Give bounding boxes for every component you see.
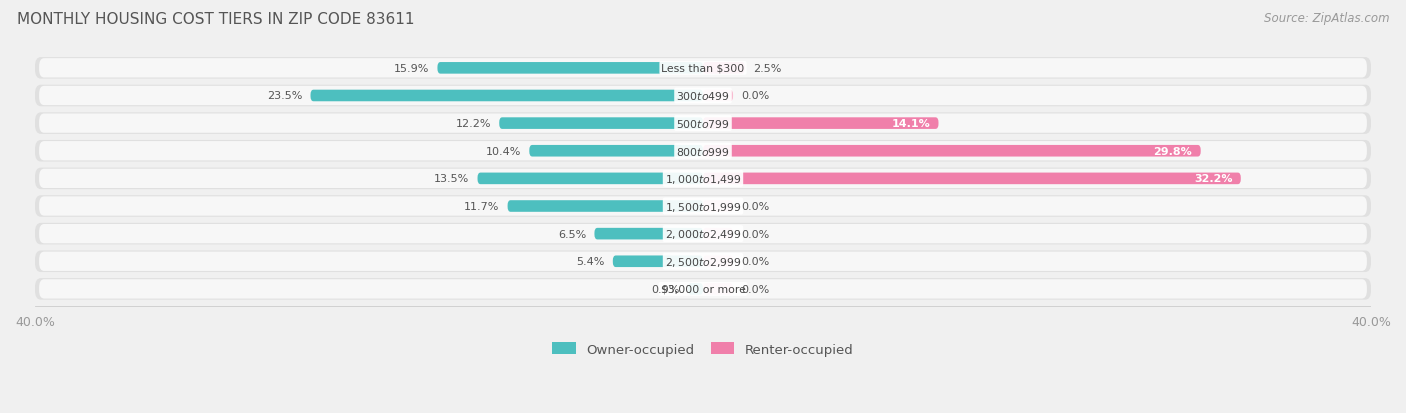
Text: 14.1%: 14.1% [891, 119, 931, 129]
FancyBboxPatch shape [499, 118, 703, 130]
Text: $1,500 to $1,999: $1,500 to $1,999 [665, 200, 741, 213]
Text: MONTHLY HOUSING COST TIERS IN ZIP CODE 83611: MONTHLY HOUSING COST TIERS IN ZIP CODE 8… [17, 12, 415, 27]
Text: 0.0%: 0.0% [741, 229, 769, 239]
FancyBboxPatch shape [613, 256, 703, 268]
Text: $2,500 to $2,999: $2,500 to $2,999 [665, 255, 741, 268]
Text: $2,000 to $2,499: $2,000 to $2,499 [665, 228, 741, 240]
Text: 10.4%: 10.4% [485, 146, 522, 157]
Text: 15.9%: 15.9% [394, 64, 429, 74]
Text: 0.0%: 0.0% [741, 202, 769, 211]
Text: $800 to $999: $800 to $999 [676, 145, 730, 157]
FancyBboxPatch shape [35, 85, 1371, 107]
FancyBboxPatch shape [39, 252, 1367, 271]
FancyBboxPatch shape [39, 169, 1367, 189]
FancyBboxPatch shape [478, 173, 703, 185]
FancyBboxPatch shape [35, 140, 1371, 162]
Text: $3,000 or more: $3,000 or more [661, 284, 745, 294]
FancyBboxPatch shape [703, 201, 733, 212]
FancyBboxPatch shape [703, 118, 938, 130]
FancyBboxPatch shape [703, 283, 733, 295]
Text: $500 to $799: $500 to $799 [676, 118, 730, 130]
FancyBboxPatch shape [703, 90, 733, 102]
FancyBboxPatch shape [703, 173, 1240, 185]
FancyBboxPatch shape [39, 280, 1367, 299]
FancyBboxPatch shape [35, 196, 1371, 217]
FancyBboxPatch shape [39, 87, 1367, 106]
Text: 13.5%: 13.5% [434, 174, 470, 184]
FancyBboxPatch shape [39, 114, 1367, 133]
FancyBboxPatch shape [35, 278, 1371, 300]
FancyBboxPatch shape [437, 63, 703, 74]
FancyBboxPatch shape [35, 251, 1371, 273]
FancyBboxPatch shape [703, 228, 733, 240]
Text: 6.5%: 6.5% [558, 229, 586, 239]
FancyBboxPatch shape [688, 283, 703, 295]
FancyBboxPatch shape [35, 113, 1371, 135]
Text: 2.5%: 2.5% [754, 64, 782, 74]
Text: 0.0%: 0.0% [741, 256, 769, 267]
FancyBboxPatch shape [39, 224, 1367, 244]
FancyBboxPatch shape [35, 58, 1371, 79]
FancyBboxPatch shape [703, 146, 1201, 157]
FancyBboxPatch shape [311, 90, 703, 102]
Text: 0.9%: 0.9% [651, 284, 679, 294]
Text: Source: ZipAtlas.com: Source: ZipAtlas.com [1264, 12, 1389, 25]
Text: 11.7%: 11.7% [464, 202, 499, 211]
Text: Less than $300: Less than $300 [661, 64, 745, 74]
Legend: Owner-occupied, Renter-occupied: Owner-occupied, Renter-occupied [547, 337, 859, 361]
Text: 0.0%: 0.0% [741, 284, 769, 294]
Text: 29.8%: 29.8% [1153, 146, 1192, 157]
FancyBboxPatch shape [703, 256, 733, 268]
FancyBboxPatch shape [39, 59, 1367, 78]
Text: 12.2%: 12.2% [456, 119, 491, 129]
FancyBboxPatch shape [595, 228, 703, 240]
FancyBboxPatch shape [529, 146, 703, 157]
FancyBboxPatch shape [35, 168, 1371, 190]
Text: 23.5%: 23.5% [267, 91, 302, 101]
Text: $300 to $499: $300 to $499 [676, 90, 730, 102]
Text: 5.4%: 5.4% [576, 256, 605, 267]
FancyBboxPatch shape [703, 63, 745, 74]
FancyBboxPatch shape [35, 223, 1371, 245]
FancyBboxPatch shape [39, 142, 1367, 161]
Text: 32.2%: 32.2% [1194, 174, 1233, 184]
Text: 0.0%: 0.0% [741, 91, 769, 101]
Text: $1,000 to $1,499: $1,000 to $1,499 [665, 173, 741, 185]
FancyBboxPatch shape [508, 201, 703, 212]
FancyBboxPatch shape [39, 197, 1367, 216]
